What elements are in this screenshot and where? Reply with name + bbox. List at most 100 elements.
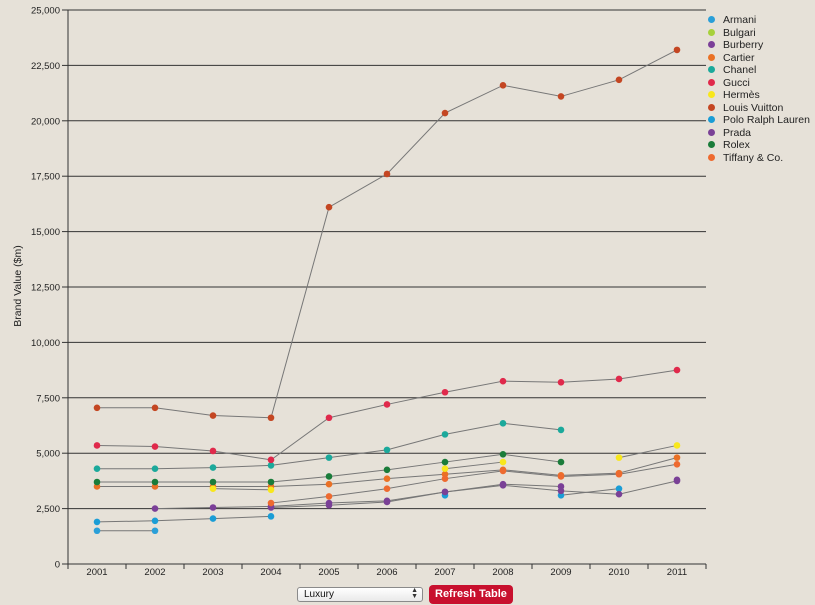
data-point-polo-ralph-lauren[interactable] — [615, 485, 623, 492]
data-point-prada[interactable] — [615, 490, 623, 498]
data-point-chanel[interactable] — [93, 465, 101, 473]
data-point-chanel[interactable] — [209, 464, 217, 471]
data-point-prada[interactable] — [673, 477, 681, 485]
data-point-tiffany-co[interactable] — [557, 473, 565, 480]
data-point-gucci[interactable] — [499, 377, 507, 385]
data-point-prada[interactable] — [499, 482, 507, 489]
legend-item-armani[interactable]: Armani — [708, 14, 810, 27]
data-point-cartier[interactable] — [383, 475, 391, 482]
data-point-louis-vuitton[interactable] — [441, 109, 449, 117]
legend-label: Tiffany & Co. — [723, 151, 784, 164]
data-point-herm-s[interactable] — [441, 465, 449, 473]
data-point-louis-vuitton[interactable] — [673, 46, 681, 54]
data-point-herm-s[interactable] — [673, 442, 681, 449]
legend-label: Armani — [723, 14, 757, 26]
category-select[interactable]: Luxury ▲ ▼ — [297, 586, 423, 602]
x-tick-label: 2003 — [202, 567, 223, 578]
legend-label: Burberry — [723, 39, 764, 51]
data-point-prada[interactable] — [557, 487, 565, 495]
data-point-rolex[interactable] — [151, 478, 159, 486]
data-point-chanel[interactable] — [267, 462, 275, 469]
data-point-rolex[interactable] — [441, 458, 449, 466]
data-point-polo-ralph-lauren[interactable] — [267, 513, 275, 520]
legend-item-gucci[interactable]: Gucci — [708, 77, 810, 90]
data-point-tiffany-co[interactable] — [267, 499, 275, 507]
data-point-polo-ralph-lauren[interactable] — [93, 518, 101, 526]
data-point-polo-ralph-lauren[interactable] — [151, 517, 159, 525]
data-point-tiffany-co[interactable] — [615, 470, 623, 478]
data-point-chanel[interactable] — [499, 419, 507, 427]
data-point-cartier[interactable] — [325, 480, 333, 488]
data-point-gucci[interactable] — [673, 366, 681, 374]
data-point-tiffany-co[interactable] — [383, 485, 391, 492]
data-point-armani[interactable] — [151, 527, 159, 535]
legend-item-bulgari[interactable]: Bulgari — [708, 27, 810, 40]
series-lines — [96, 49, 678, 532]
data-point-chanel[interactable] — [383, 446, 391, 454]
legend-swatch — [708, 66, 715, 73]
data-point-prada[interactable] — [325, 501, 333, 509]
data-point-polo-ralph-lauren[interactable] — [209, 515, 217, 522]
data-point-rolex[interactable] — [499, 451, 507, 458]
data-point-gucci[interactable] — [209, 447, 217, 455]
data-point-herm-s[interactable] — [267, 486, 275, 494]
refresh-table-button[interactable]: Refresh Table — [429, 584, 513, 604]
data-point-herm-s[interactable] — [499, 458, 507, 466]
data-point-herm-s[interactable] — [615, 454, 623, 461]
series-line-gucci — [96, 369, 678, 461]
data-point-chanel[interactable] — [441, 431, 449, 438]
series-line-prada — [270, 480, 678, 508]
data-point-louis-vuitton[interactable] — [557, 93, 565, 100]
data-point-cartier[interactable] — [673, 454, 681, 461]
data-point-rolex[interactable] — [267, 478, 275, 486]
data-point-gucci[interactable] — [93, 442, 101, 449]
legend-item-herm-s[interactable]: Hermès — [708, 89, 810, 102]
data-point-gucci[interactable] — [151, 443, 159, 450]
data-point-rolex[interactable] — [93, 478, 101, 486]
data-point-herm-s[interactable] — [209, 485, 217, 492]
data-point-louis-vuitton[interactable] — [325, 203, 333, 211]
data-point-rolex[interactable] — [209, 478, 217, 486]
data-point-gucci[interactable] — [383, 401, 391, 408]
legend-item-burberry[interactable]: Burberry — [708, 39, 810, 52]
data-point-gucci[interactable] — [557, 378, 565, 386]
data-point-louis-vuitton[interactable] — [93, 404, 101, 412]
data-point-louis-vuitton[interactable] — [267, 414, 275, 422]
data-point-gucci[interactable] — [615, 375, 623, 383]
data-point-chanel[interactable] — [557, 426, 565, 434]
data-point-tiffany-co[interactable] — [325, 493, 333, 500]
legend-item-prada[interactable]: Prada — [708, 127, 810, 140]
data-point-burberry[interactable] — [151, 505, 159, 512]
legend-item-tiffany-co[interactable]: Tiffany & Co. — [708, 152, 810, 165]
data-point-louis-vuitton[interactable] — [615, 76, 623, 84]
data-point-chanel[interactable] — [325, 454, 333, 461]
data-point-prada[interactable] — [441, 488, 449, 496]
data-point-gucci[interactable] — [267, 456, 275, 464]
data-point-rolex[interactable] — [383, 466, 391, 474]
data-point-louis-vuitton[interactable] — [209, 412, 217, 419]
data-point-prada[interactable] — [383, 498, 391, 506]
series-line-polo-ralph-lauren — [96, 515, 272, 523]
data-point-chanel[interactable] — [151, 465, 159, 473]
data-point-burberry[interactable] — [209, 504, 217, 511]
data-point-rolex[interactable] — [325, 473, 333, 480]
data-point-tiffany-co[interactable] — [499, 467, 507, 475]
legend-item-polo-ralph-lauren[interactable]: Polo Ralph Lauren — [708, 114, 810, 127]
data-point-louis-vuitton[interactable] — [499, 82, 507, 89]
legend-item-rolex[interactable]: Rolex — [708, 139, 810, 152]
legend-item-louis-vuitton[interactable]: Louis Vuitton — [708, 102, 810, 115]
data-point-tiffany-co[interactable] — [441, 475, 449, 482]
data-point-louis-vuitton[interactable] — [383, 170, 391, 178]
data-point-rolex[interactable] — [557, 458, 565, 466]
series-line-herm-s — [444, 461, 504, 470]
legend-item-cartier[interactable]: Cartier — [708, 52, 810, 65]
data-point-gucci[interactable] — [325, 414, 333, 422]
legend-item-chanel[interactable]: Chanel — [708, 64, 810, 77]
data-point-armani[interactable] — [93, 527, 101, 535]
data-point-gucci[interactable] — [441, 388, 449, 396]
series-line-herm-s — [212, 488, 272, 491]
data-point-tiffany-co[interactable] — [673, 460, 681, 468]
legend-swatch — [708, 128, 715, 136]
legend-swatch — [708, 28, 715, 36]
data-point-louis-vuitton[interactable] — [151, 404, 159, 412]
